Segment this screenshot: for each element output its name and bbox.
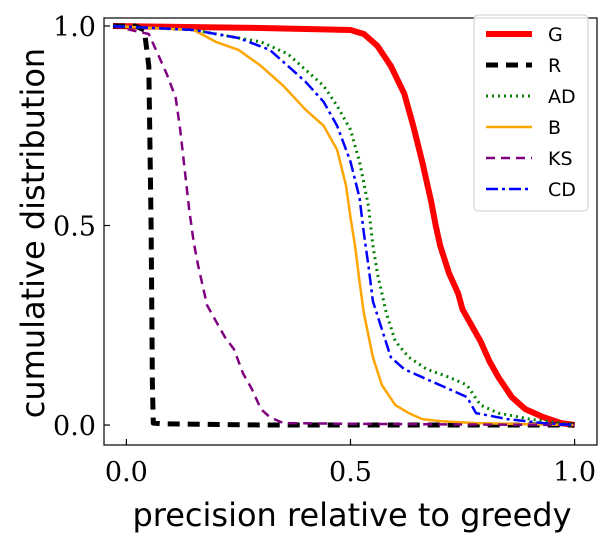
legend-label-b: B (548, 117, 561, 139)
legend-label-ad: AD (548, 86, 576, 108)
y-tick-label: 0.5 (53, 212, 96, 243)
y-tick-label: 1.0 (53, 12, 96, 43)
series-line-r (113, 23, 575, 428)
series-line-b (112, 24, 575, 427)
tick-layer: 0.0 0.5 1.0 0.0 0.5 1.0 (53, 12, 596, 488)
legend-label-ks: KS (548, 148, 573, 170)
x-axis-label: precision relative to greedy (132, 496, 571, 534)
series-line-g (112, 23, 576, 428)
legend-label-r: R (548, 55, 561, 77)
series-layer (112, 23, 576, 428)
legend-box (473, 14, 589, 212)
x-tick-label: 0.5 (329, 457, 372, 488)
series-line-cd (112, 24, 575, 427)
y-tick-label: 0.0 (53, 411, 96, 442)
legend-label-g: G (548, 24, 563, 46)
legend: GR AD B KS CD (473, 14, 589, 212)
y-axis-label: cumulative distribution (14, 48, 52, 418)
x-tick-label: 0.0 (105, 457, 148, 488)
x-tick-label: 1.0 (553, 457, 596, 488)
series-line-ks (112, 24, 575, 427)
legend-label-cd: CD (548, 179, 576, 201)
